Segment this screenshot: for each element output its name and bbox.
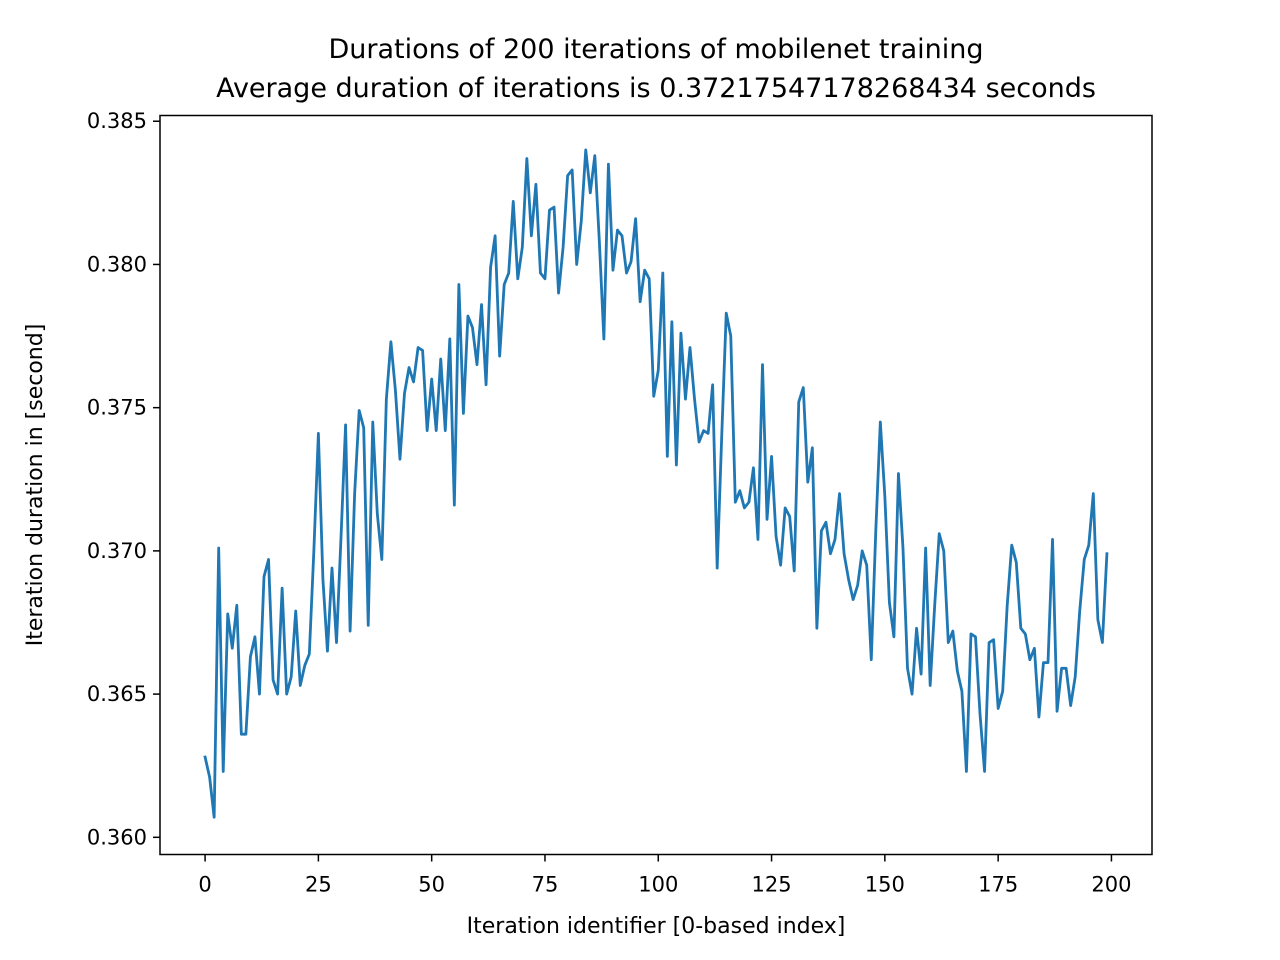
x-tick-label: 150 (865, 873, 905, 897)
y-axis-ticks: 0.360 0.365 0.370 0.375 0.380 0.385 (87, 109, 160, 849)
x-tick-label: 50 (418, 873, 445, 897)
y-tick-label: 0.380 (87, 252, 147, 276)
x-tick-label: 0 (198, 873, 211, 897)
y-tick-label: 0.385 (87, 109, 147, 133)
series-line-0 (203, 148, 1109, 819)
series-layer (203, 148, 1109, 819)
y-tick-label: 0.370 (87, 539, 147, 563)
x-tick-label: 75 (532, 873, 559, 897)
chart-title: Durations of 200 iterations of mobilenet… (328, 34, 983, 65)
x-tick-label: 175 (978, 873, 1018, 897)
x-tick-label: 25 (305, 873, 332, 897)
plot-frame (159, 114, 1153, 856)
chart-subtitle: Average duration of iterations is 0.3721… (216, 73, 1096, 104)
y-tick-label: 0.365 (87, 682, 147, 706)
y-axis-label: Iteration duration in [second] (23, 324, 48, 647)
y-tick-label: 0.375 (87, 396, 147, 420)
x-axis-label: Iteration identifier [0-based index] (467, 914, 846, 939)
x-tick-label: 200 (1091, 873, 1131, 897)
x-tick-label: 100 (638, 873, 678, 897)
x-tick-label: 125 (752, 873, 792, 897)
y-tick-label: 0.360 (87, 825, 147, 849)
x-axis-ticks: 0 25 50 75 100 125 150 175 200 (198, 854, 1131, 897)
